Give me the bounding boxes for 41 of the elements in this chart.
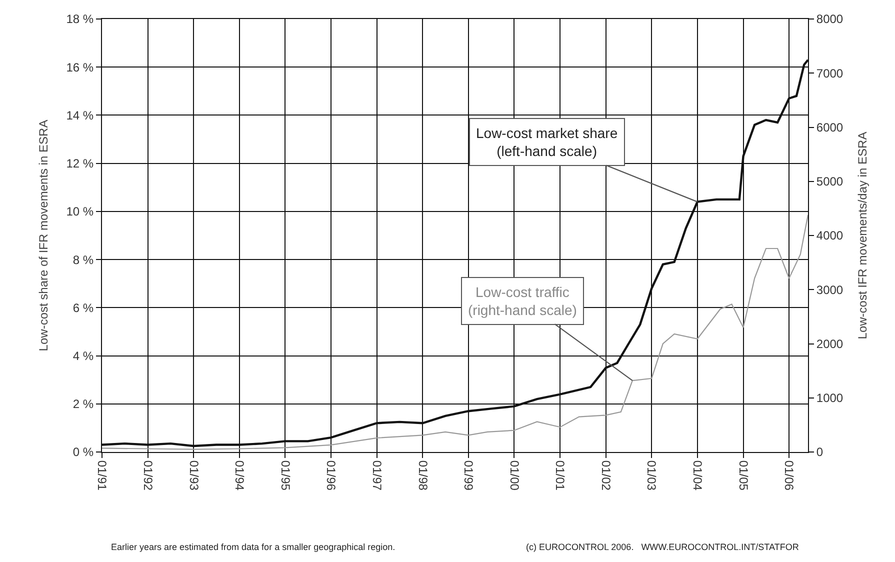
y2-tick-label: 4000 [816, 228, 844, 243]
x-tick-label: 01/96 [324, 460, 338, 491]
y2-tick-label: 1000 [816, 391, 844, 406]
x-tick-label: 01/02 [598, 460, 613, 491]
x-tick-label: 01/92 [140, 460, 155, 491]
y2-tick-label: 3000 [816, 282, 844, 297]
x-tick-label: 01/04 [690, 460, 704, 491]
x-tick-label: 01/95 [278, 460, 292, 491]
annotation: Low-cost market share (left-hand scale) [476, 125, 618, 160]
y2-axis-title: Low-cost IFR movements/day in ESRA [855, 132, 870, 340]
x-tick-label: 01/05 [736, 460, 750, 491]
y-axis-title: Low-cost share of IFR movements in ESRA [36, 120, 51, 352]
y-tick-label: 8 % [72, 252, 94, 267]
x-tick-label: 01/98 [416, 460, 430, 491]
x-tick-label: 01/93 [186, 460, 201, 491]
annotation: Low-cost traffic (right-hand scale) [468, 284, 577, 318]
y-tick-label: 14 % [66, 108, 94, 122]
y2-tick-label: 8000 [816, 12, 844, 26]
text: Earlier years are estimated from data for a smaller geographical region. [111, 542, 396, 552]
y-tick-label: 4 % [72, 348, 94, 363]
y2-tick-label: 7000 [816, 66, 844, 80]
y2-tick-label: 5000 [816, 174, 844, 189]
y-tick-label: 10 % [66, 204, 94, 219]
y-tick-label: 6 % [72, 300, 94, 315]
x-tick-label: 01/91 [95, 460, 110, 491]
y2-tick-label: 0 [816, 445, 824, 460]
text: (c) EUROCONTROL 2006. WWW.EUROCONTROL.INT/STATFOR [526, 542, 800, 552]
y-tick-label: 0 % [72, 445, 94, 460]
x-tick-label: 01/03 [644, 460, 659, 491]
x-tick-label: 01/01 [553, 460, 568, 491]
x-tick-label: 01/06 [782, 460, 796, 491]
x-tick-label: 01/99 [462, 460, 476, 491]
y-tick-label: 12 % [66, 156, 94, 171]
x-tick-label: 01/94 [232, 460, 247, 491]
y-tick-label: 16 % [66, 60, 94, 74]
x-tick-label: 01/97 [370, 460, 384, 491]
x-tick-label: 01/00 [507, 460, 522, 491]
y-tick-label: 2 % [72, 397, 94, 412]
y2-tick-label: 2000 [816, 336, 844, 351]
y2-tick-label: 6000 [816, 120, 844, 134]
y-tick-label: 18 % [66, 12, 94, 26]
